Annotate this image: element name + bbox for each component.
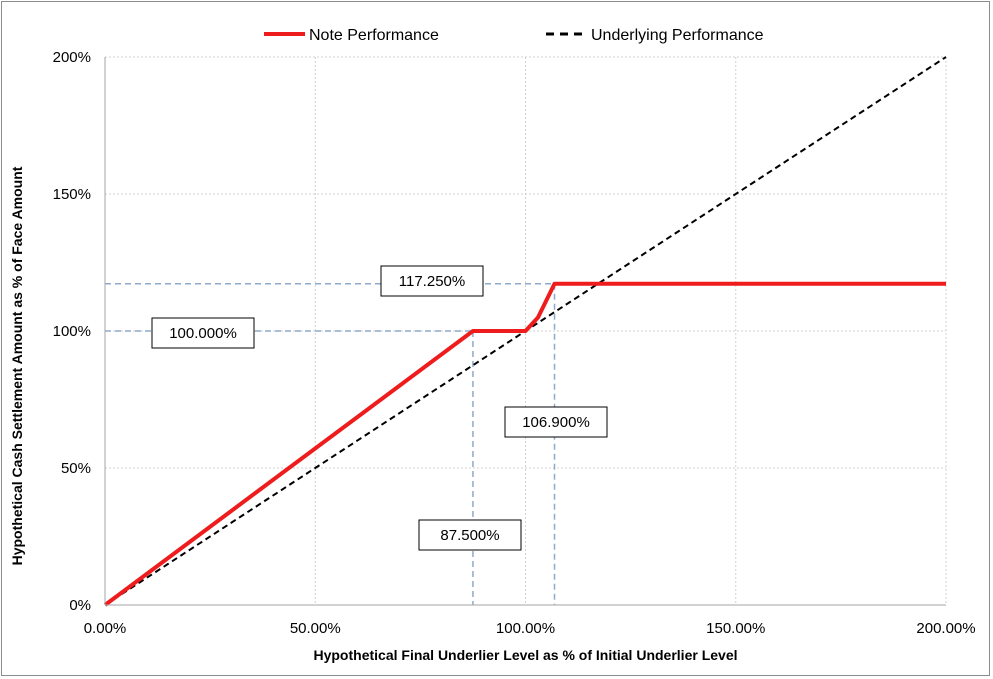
callout-border	[418, 519, 522, 551]
y-tick-label: 100%	[53, 323, 91, 340]
callout-label: 87.500%	[440, 527, 499, 544]
x-tick-label: 200.00%	[916, 620, 975, 637]
x-axis-title: Hypothetical Final Underlier Level as % …	[313, 647, 737, 663]
y-tick-label: 50%	[61, 460, 91, 477]
callout-box: 106.900%	[504, 406, 608, 438]
x-tick-label: 50.00%	[290, 620, 341, 637]
y-axis-title: Hypothetical Cash Settlement Amount as %…	[9, 166, 25, 565]
callout-label: 117.250%	[399, 273, 465, 290]
tick-labels: 0.00% 50.00% 100.00% 150.00% 200.00% 0% 50% 100…	[53, 49, 976, 637]
callout-box: 100.000%	[151, 317, 255, 349]
callouts: 117.250% 100.000% 106.900% 87.500%	[151, 265, 608, 551]
x-tick-label: 150.00%	[706, 620, 765, 637]
x-tick-label: 0.00%	[84, 620, 127, 637]
y-tick-label: 0%	[69, 597, 91, 614]
y-tick-label: 200%	[53, 49, 91, 66]
x-tick-label: 100.00%	[496, 620, 555, 637]
callout-box: 87.500%	[418, 519, 522, 551]
legend-label-underlying: Underlying Performance	[591, 27, 764, 44]
series-lines	[103, 56, 947, 607]
callout-border	[504, 406, 608, 438]
legend-label-note: Note Performance	[309, 27, 439, 44]
series-line-note-performance	[103, 281, 946, 607]
legend: Note Performance Underlying Performance	[264, 27, 764, 44]
callout-label: 106.900%	[522, 414, 590, 431]
callout-border	[151, 317, 255, 349]
axes	[104, 57, 946, 606]
y-tick-label: 150%	[53, 186, 91, 203]
callout-box: 117.250%	[380, 265, 484, 297]
callout-label: 100.000%	[169, 325, 237, 342]
callout-border	[380, 265, 484, 297]
